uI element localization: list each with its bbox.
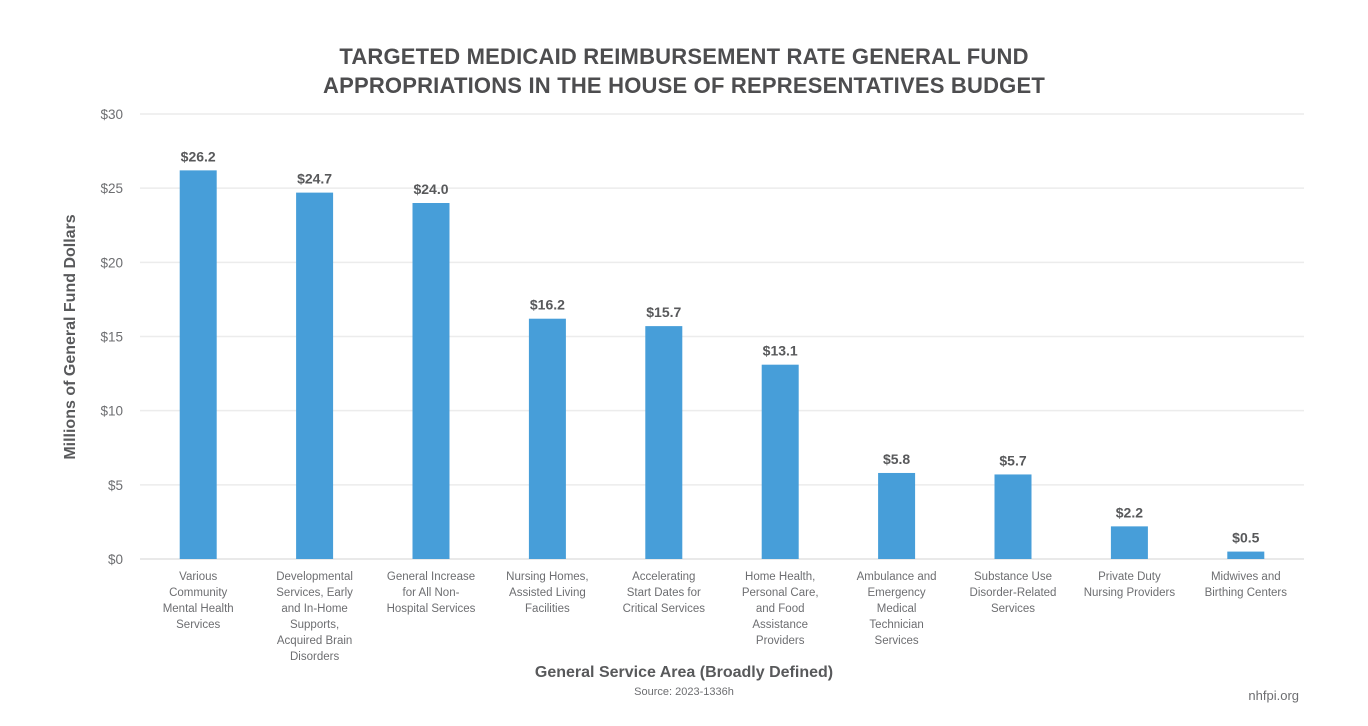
y-tick-label: $25 xyxy=(100,181,123,196)
x-tick-label-line: Ambulance and xyxy=(857,571,937,583)
gridlines xyxy=(140,113,1304,560)
x-tick-label-line: Disorder-Related xyxy=(970,587,1057,599)
x-tick-label-line: Assistance xyxy=(752,619,808,631)
x-tick-label-line: Supports, xyxy=(290,619,339,631)
x-tick-label-line: Personal Care, xyxy=(742,587,819,599)
y-axis-ticks: $0 $5 $10 $15 $20 $25 $30 xyxy=(100,107,123,567)
x-tick-label-line: and Food xyxy=(756,603,805,615)
bar xyxy=(994,474,1032,559)
x-tick-label-line: General Increase xyxy=(387,571,475,583)
x-tick-label-line: Acquired Brain xyxy=(277,635,352,647)
chart-title-line-1: TARGETED MEDICAID REIMBURSEMENT RATE GEN… xyxy=(339,44,1029,69)
x-tick-label: Substance Use Disorder-Related Services xyxy=(970,571,1057,615)
value-label: $15.7 xyxy=(646,304,681,320)
source-note: Source: 2023-1336h xyxy=(634,686,734,698)
y-tick-label: $20 xyxy=(100,255,123,270)
bar xyxy=(296,192,334,559)
y-tick-label: $10 xyxy=(100,404,123,419)
bar xyxy=(412,203,450,559)
x-tick-label-line: Medical xyxy=(877,603,917,615)
x-tick-label: Accelerating Start Dates for Critical Serv… xyxy=(623,571,706,615)
x-tick-label-line: Services xyxy=(991,603,1035,615)
chart-title-line-2: APPROPRIATIONS IN THE HOUSE OF REPRESENT… xyxy=(322,73,1045,98)
x-tick-label-line: Facilities xyxy=(525,603,570,615)
x-tick-label-line: Accelerating xyxy=(632,571,695,583)
x-tick-label-line: and In-Home xyxy=(281,603,347,615)
bar xyxy=(878,472,916,559)
x-axis-label: General Service Area (Broadly Defined) xyxy=(534,664,834,681)
x-tick-label-line: Hospital Services xyxy=(387,603,476,615)
bar xyxy=(528,318,566,559)
value-label: $5.8 xyxy=(883,451,910,467)
value-label: $0.5 xyxy=(1232,530,1259,546)
x-tick-label-line: Services xyxy=(875,635,919,647)
x-tick-label-line: Technician xyxy=(869,619,923,631)
x-tick-label: Private Duty Nursing Providers xyxy=(1084,571,1176,599)
y-axis-label: Millions of General Fund Dollars xyxy=(62,214,79,459)
x-tick-label-line: Home Health, xyxy=(745,571,815,583)
x-tick-label-line: Various xyxy=(179,571,217,583)
x-tick-label-line: Nursing Providers xyxy=(1084,587,1176,599)
x-tick-label-line: Disorders xyxy=(290,651,339,663)
x-tick-label: Nursing Homes, Assisted Living Facilities xyxy=(506,571,588,615)
x-tick-label-line: Critical Services xyxy=(623,603,706,615)
bar xyxy=(1227,551,1265,559)
value-label: $26.2 xyxy=(181,148,216,164)
y-tick-label: $5 xyxy=(108,478,123,493)
x-tick-label-line: Community xyxy=(169,587,227,599)
x-tick-label-line: Developmental xyxy=(276,571,353,583)
value-labels: $26.2 $24.7 $24.0 $16.2 $15.7 $13.1 $5.8 $5.7 $2… xyxy=(181,148,1260,545)
x-tick-label: Developmental Services, Early and In-Home S… xyxy=(276,571,353,663)
bars xyxy=(179,170,1265,559)
x-tick-label-line: Services xyxy=(176,619,220,631)
x-tick-label-line: Emergency xyxy=(868,587,926,599)
x-tick-label-line: Nursing Homes, xyxy=(506,571,588,583)
value-label: $2.2 xyxy=(1116,504,1143,520)
x-tick-label: Various Community Mental Health Services xyxy=(163,571,234,631)
x-tick-label-line: for All Non- xyxy=(403,587,460,599)
x-tick-label-line: Private Duty xyxy=(1098,571,1161,583)
brand-watermark: nhfpi.org xyxy=(1248,688,1299,703)
chart-title: TARGETED MEDICAID REIMBURSEMENT RATE GEN… xyxy=(0,42,1368,100)
bar xyxy=(645,326,683,559)
x-tick-label-line: Birthing Centers xyxy=(1205,587,1288,599)
value-label: $16.2 xyxy=(530,297,565,313)
x-tick-label: Midwives and Birthing Centers xyxy=(1205,571,1288,599)
value-label: $24.0 xyxy=(413,181,448,197)
bar xyxy=(761,364,799,559)
x-tick-label-line: Start Dates for xyxy=(627,587,701,599)
x-tick-label: Home Health, Personal Care, and Food Assist… xyxy=(742,571,819,647)
y-tick-label: $30 xyxy=(100,107,123,122)
y-tick-label: $15 xyxy=(100,330,123,345)
y-tick-label: $0 xyxy=(108,552,123,567)
x-tick-label: General Increase for All Non- Hospital Ser… xyxy=(387,571,476,615)
x-tick-label-line: Midwives and xyxy=(1211,571,1281,583)
bar xyxy=(179,170,217,559)
value-label: $5.7 xyxy=(999,452,1026,468)
x-tick-label-line: Services, Early xyxy=(276,587,353,599)
x-tick-label-line: Substance Use xyxy=(974,571,1052,583)
x-tick-label-line: Mental Health xyxy=(163,603,234,615)
category-labels: Various Community Mental Health Services Dev… xyxy=(163,571,1288,663)
x-tick-label-line: Assisted Living xyxy=(509,587,586,599)
value-label: $13.1 xyxy=(763,343,798,359)
value-label: $24.7 xyxy=(297,171,332,187)
x-tick-label: Ambulance and Emergency Medical Technician S… xyxy=(857,571,937,647)
x-tick-label-line: Providers xyxy=(756,635,805,647)
bar xyxy=(1110,526,1148,559)
